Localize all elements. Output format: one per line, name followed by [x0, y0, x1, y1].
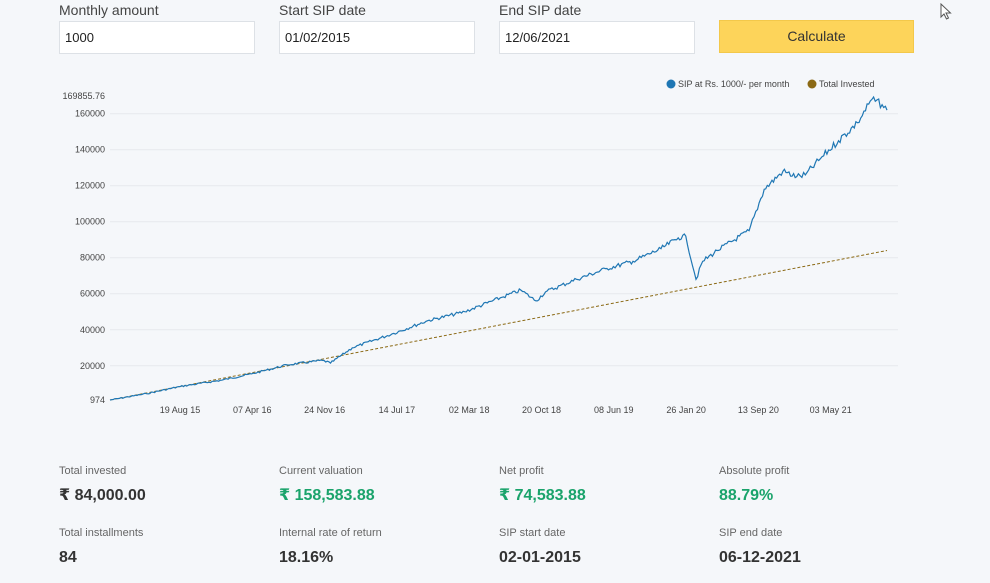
- y-tick-label: 40000: [80, 325, 105, 335]
- stat-label: Total invested: [59, 465, 127, 477]
- monthly-amount-label: Monthly amount: [59, 2, 159, 18]
- calculate-button[interactable]: Calculate: [719, 20, 914, 53]
- stat-label: SIP end date: [719, 527, 783, 539]
- stat-label: Current valuation: [279, 465, 363, 477]
- y-tick-label: 60000: [80, 289, 105, 299]
- stat-total-installments: Total installments 84: [59, 526, 259, 567]
- monthly-amount-field: Monthly amount 1000: [59, 0, 255, 54]
- stat-value: 02-01-2015: [499, 549, 581, 566]
- stat-total-invested: Total invested ₹ 84,000.00: [59, 464, 259, 505]
- y-tick-label: 20000: [80, 361, 105, 371]
- x-tick-label: 03 May 21: [810, 405, 852, 415]
- stat-label: Net profit: [499, 465, 544, 477]
- x-tick-label: 20 Oct 18: [522, 405, 561, 415]
- start-date-field: Start SIP date 01/02/2015: [279, 0, 475, 54]
- stat-sip-end-date: SIP end date 06-12-2021: [719, 526, 919, 567]
- legend-invested-marker: [807, 79, 817, 89]
- y-tick-label: 140000: [75, 145, 105, 155]
- end-date-field: End SIP date 12/06/2021: [499, 0, 695, 54]
- x-tick-label: 07 Apr 16: [233, 405, 272, 415]
- stat-net-profit: Net profit ₹ 74,583.88: [499, 464, 699, 505]
- stat-label: Absolute profit: [719, 465, 790, 477]
- x-tick-label: 08 Jun 19: [594, 405, 634, 415]
- x-tick-label: 02 Mar 18: [449, 405, 490, 415]
- stat-value: 88.79%: [719, 487, 774, 504]
- stat-value: 18.16%: [279, 549, 334, 566]
- start-date-label: Start SIP date: [279, 2, 366, 18]
- legend-sip-label: SIP at Rs. 1000/- per month: [678, 79, 789, 89]
- stat-value: 84: [59, 549, 77, 566]
- legend-sip-marker: [666, 79, 676, 89]
- stat-label: SIP start date: [499, 527, 566, 539]
- sip-value-line: [109, 95, 888, 401]
- stat-label: Total installments: [59, 527, 144, 539]
- sip-growth-chart: 974 20000 40000 60000 80000 100000 120000 14000…: [62, 79, 898, 415]
- x-tick-label: 14 Jul 17: [379, 405, 416, 415]
- mouse-pointer-icon: [940, 3, 952, 20]
- y-tick-label: 169855.76: [62, 91, 105, 101]
- y-tick-label: 160000: [75, 109, 105, 119]
- stat-value: 06-12-2021: [719, 549, 801, 566]
- stat-sip-start-date: SIP start date 02-01-2015: [499, 526, 699, 567]
- x-tick-label: 13 Sep 20: [738, 405, 779, 415]
- stat-absolute-profit: Absolute profit 88.79%: [719, 464, 919, 505]
- y-tick-label: 120000: [75, 181, 105, 191]
- y-tick-label: 974: [90, 395, 105, 405]
- y-tick-label: 80000: [80, 253, 105, 263]
- x-tick-label: 26 Jan 20: [666, 405, 706, 415]
- x-tick-label: 24 Nov 16: [304, 405, 345, 415]
- y-tick-label: 100000: [75, 217, 105, 227]
- end-date-input[interactable]: 12/06/2021: [499, 21, 695, 54]
- stat-value: ₹ 84,000.00: [59, 487, 146, 504]
- stat-value: ₹ 158,583.88: [279, 487, 375, 504]
- monthly-amount-input[interactable]: 1000: [59, 21, 255, 54]
- legend-invested-label: Total Invested: [819, 79, 875, 89]
- stat-label: Internal rate of return: [279, 527, 382, 539]
- start-date-input[interactable]: 01/02/2015: [279, 21, 475, 54]
- stat-value: ₹ 74,583.88: [499, 487, 586, 504]
- end-date-label: End SIP date: [499, 2, 582, 18]
- x-tick-label: 19 Aug 15: [160, 405, 201, 415]
- stat-current-valuation: Current valuation ₹ 158,583.88: [279, 464, 479, 505]
- stat-internal-rate-of-return: Internal rate of return 18.16%: [279, 526, 479, 567]
- total-invested-line: [109, 250, 888, 401]
